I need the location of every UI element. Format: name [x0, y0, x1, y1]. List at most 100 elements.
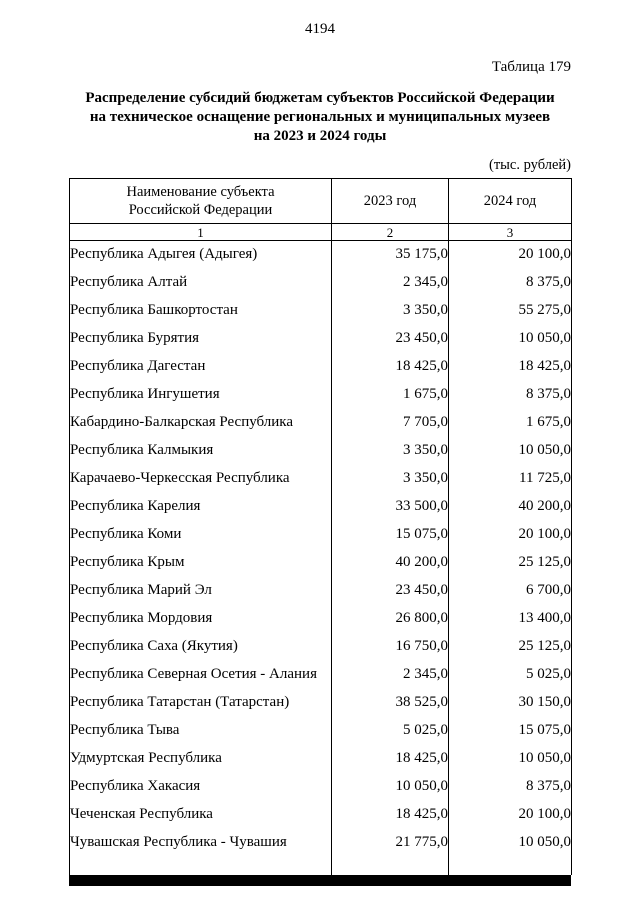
table-row: Республика Марий Эл 23 450,0 6 700,0 — [69, 576, 572, 605]
subject-cell: Республика Адыгея (Адыгея) — [69, 240, 332, 269]
page-content: Таблица 179 Распределение субсидий бюдже… — [69, 59, 572, 886]
value-2023-cell: 21 775,0 — [331, 828, 449, 857]
table-caption-label: Таблица 179 — [491, 59, 571, 75]
table-row: Республика Северная Осетия - Алания 2 34… — [69, 660, 572, 689]
value-2024-cell: 10 050,0 — [448, 324, 572, 353]
table-row: Кабардино-Балкарская Республика 7 705,0 … — [69, 408, 572, 437]
table-row: Карачаево-Черкесская Республика 3 350,0 … — [69, 464, 572, 493]
subject-header-line-1: Наименование субъекта — [126, 184, 275, 200]
value-2024-cell: 20 100,0 — [448, 800, 572, 829]
value-2024-cell: 20 100,0 — [448, 240, 572, 269]
value-2024-cell: 6 700,0 — [448, 576, 572, 605]
value-2023-cell: 10 050,0 — [331, 772, 449, 801]
value-2024-cell: 10 050,0 — [448, 436, 572, 465]
table-row: Республика Крым 40 200,0 25 125,0 — [69, 548, 572, 577]
value-2023-cell: 18 425,0 — [331, 744, 449, 773]
table-row: Республика Ингушетия 1 675,0 8 375,0 — [69, 380, 572, 409]
value-2023-cell: 18 425,0 — [331, 352, 449, 381]
value-2024-cell: 25 125,0 — [448, 632, 572, 661]
table-row: Республика Адыгея (Адыгея) 35 175,0 20 1… — [69, 240, 572, 269]
table-row: Республика Алтай 2 345,0 8 375,0 — [69, 268, 572, 297]
table-row-stub — [69, 856, 572, 875]
value-2024-cell: 55 275,0 — [448, 296, 572, 325]
column-number-3: 3 — [448, 223, 572, 241]
table-row: Республика Башкортостан 3 350,0 55 275,0 — [69, 296, 572, 325]
title-line-1: Распределение субсидий бюджетам субъекто… — [85, 90, 555, 106]
subject-cell: Республика Калмыкия — [69, 436, 332, 465]
subject-cell: Республика Марий Эл — [69, 576, 332, 605]
value-2024-cell: 10 050,0 — [448, 828, 572, 857]
subject-cell: Республика Башкортостан — [69, 296, 332, 325]
value-2024-cell: 25 125,0 — [448, 548, 572, 577]
subject-cell: Республика Татарстан (Татарстан) — [69, 688, 332, 717]
subject-cell: Республика Мордовия — [69, 604, 332, 633]
subject-header-cell: Наименование субъекта Российской Федерац… — [69, 178, 332, 224]
value-2024-cell: 15 075,0 — [448, 716, 572, 745]
year-2023-header-cell: 2023 год — [331, 178, 449, 224]
value-2023-cell: 5 025,0 — [331, 716, 449, 745]
value-2023-cell: 2 345,0 — [331, 268, 449, 297]
subject-cell: Кабардино-Балкарская Республика — [69, 408, 332, 437]
subject-cell: Республика Дагестан — [69, 352, 332, 381]
subject-cell: Республика Саха (Якутия) — [69, 632, 332, 661]
value-2024-cell: 13 400,0 — [448, 604, 572, 633]
column-number-2: 2 — [331, 223, 449, 241]
table-body: Республика Адыгея (Адыгея) 35 175,0 20 1… — [69, 240, 572, 875]
value-2023-cell: 38 525,0 — [331, 688, 449, 717]
value-2024-cell: 11 725,0 — [448, 464, 572, 493]
value-2024-cell: 10 050,0 — [448, 744, 572, 773]
value-2024-cell: 8 375,0 — [448, 772, 572, 801]
column-number-1: 1 — [69, 223, 332, 241]
value-2023-cell: 1 675,0 — [331, 380, 449, 409]
value-2024-cell: 8 375,0 — [448, 268, 572, 297]
column-number-row: 1 2 3 — [69, 223, 572, 241]
subject-cell: Республика Бурятия — [69, 324, 332, 353]
subject-cell — [69, 856, 332, 875]
table-row: Республика Саха (Якутия) 16 750,0 25 125… — [69, 632, 572, 661]
units-label: (тыс. рублей) — [489, 157, 571, 173]
table-head: Наименование субъекта Российской Федерац… — [69, 178, 572, 241]
subject-cell: Республика Алтай — [69, 268, 332, 297]
subject-cell: Республика Коми — [69, 520, 332, 549]
value-2024-cell: 1 675,0 — [448, 408, 572, 437]
table-row: Республика Тыва 5 025,0 15 075,0 — [69, 716, 572, 745]
title-line-2: на техническое оснащение региональных и … — [89, 109, 551, 125]
year-2024-header-cell: 2024 год — [448, 178, 572, 224]
value-2023-cell: 15 075,0 — [331, 520, 449, 549]
table-row: Республика Хакасия 10 050,0 8 375,0 — [69, 772, 572, 801]
value-2023-cell: 23 450,0 — [331, 324, 449, 353]
table-row: Удмуртская Республика 18 425,0 10 050,0 — [69, 744, 572, 773]
document-title: Распределение субсидий бюджетам субъекто… — [69, 89, 571, 146]
table-row: Чувашская Республика - Чувашия 21 775,0 … — [69, 828, 572, 857]
value-2024-cell: 30 150,0 — [448, 688, 572, 717]
header-row: Наименование субъекта Российской Федерац… — [69, 178, 572, 224]
value-2023-cell: 16 750,0 — [331, 632, 449, 661]
subject-cell: Республика Тыва — [69, 716, 332, 745]
table-row: Республика Коми 15 075,0 20 100,0 — [69, 520, 572, 549]
title-line-3: на 2023 и 2024 годы — [253, 128, 387, 144]
table-row: Республика Калмыкия 3 350,0 10 050,0 — [69, 436, 572, 465]
value-2023-cell: 3 350,0 — [331, 436, 449, 465]
value-2023-cell: 40 200,0 — [331, 548, 449, 577]
value-2023-cell — [331, 856, 449, 875]
table-row: Республика Бурятия 23 450,0 10 050,0 — [69, 324, 572, 353]
subject-cell: Республика Крым — [69, 548, 332, 577]
subject-cell: Республика Ингушетия — [69, 380, 332, 409]
subject-cell: Республика Северная Осетия - Алания — [69, 660, 332, 689]
page-number: 4194 — [305, 21, 335, 37]
subject-header-line-2: Российской Федерации — [128, 202, 273, 218]
subsidies-table: Наименование субъекта Российской Федерац… — [69, 178, 572, 875]
value-2023-cell: 3 350,0 — [331, 464, 449, 493]
value-2024-cell: 20 100,0 — [448, 520, 572, 549]
value-2024-cell — [448, 856, 572, 875]
subject-cell: Удмуртская Республика — [69, 744, 332, 773]
value-2023-cell: 33 500,0 — [331, 492, 449, 521]
table-row: Республика Дагестан 18 425,0 18 425,0 — [69, 352, 572, 381]
value-2023-cell: 3 350,0 — [331, 296, 449, 325]
table-row: Республика Карелия 33 500,0 40 200,0 — [69, 492, 572, 521]
value-2023-cell: 35 175,0 — [331, 240, 449, 269]
table-row: Республика Мордовия 26 800,0 13 400,0 — [69, 604, 572, 633]
table-row: Чеченская Республика 18 425,0 20 100,0 — [69, 800, 572, 829]
value-2024-cell: 8 375,0 — [448, 380, 572, 409]
value-2024-cell: 5 025,0 — [448, 660, 572, 689]
